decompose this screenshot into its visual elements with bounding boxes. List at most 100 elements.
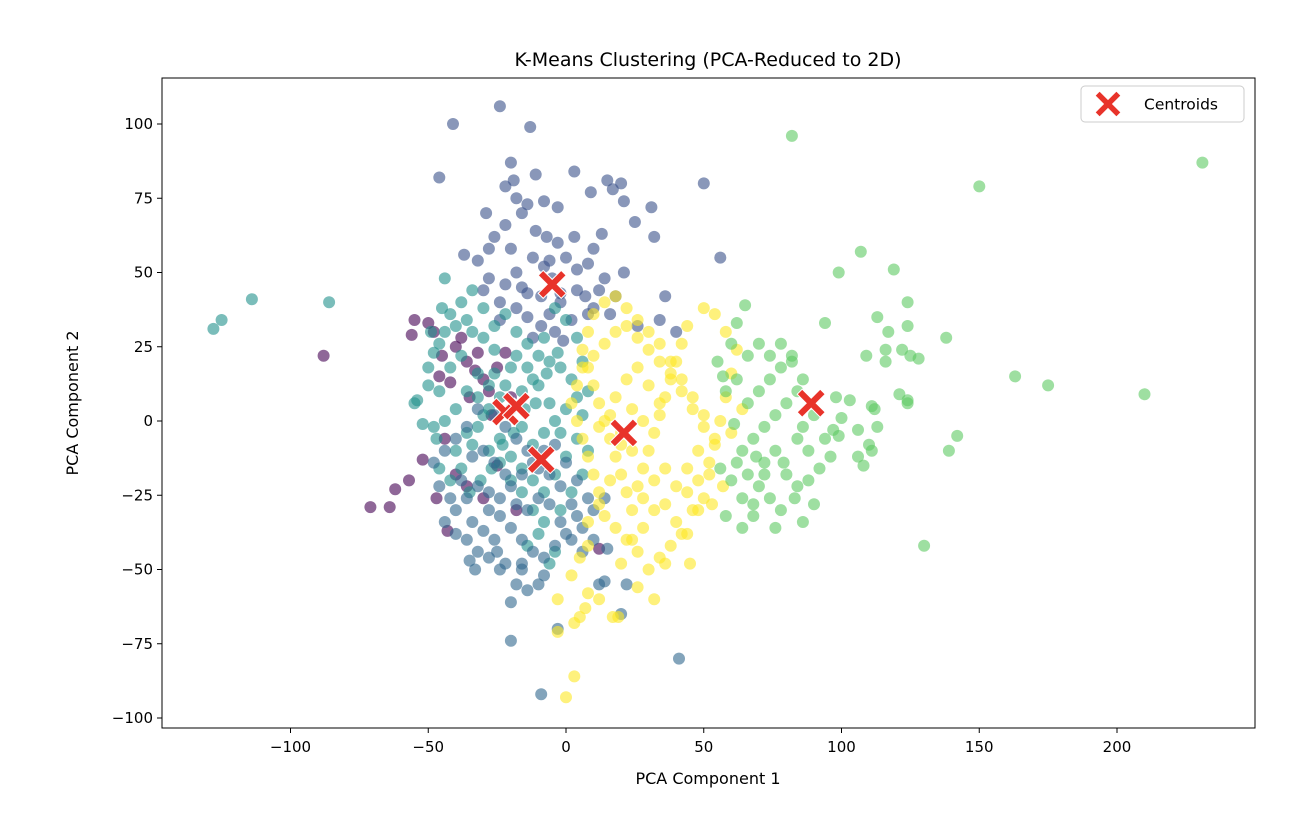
scatter-point-cluster-3 bbox=[736, 492, 749, 505]
scatter-point-cluster-4 bbox=[717, 480, 729, 493]
scatter-point-cluster-5 bbox=[488, 456, 501, 469]
scatter-point-cluster-4 bbox=[675, 337, 688, 350]
scatter-point-cluster-3 bbox=[879, 343, 892, 356]
scatter-point-cluster-1 bbox=[593, 284, 606, 297]
scatter-point-cluster-1 bbox=[515, 207, 528, 220]
scatter-point-cluster-1 bbox=[645, 201, 658, 214]
scatter-point-cluster-4 bbox=[642, 325, 655, 338]
scatter-point-cluster-4 bbox=[692, 474, 705, 487]
scatter-point-cluster-4 bbox=[609, 290, 622, 303]
scatter-point-cluster-2 bbox=[215, 314, 228, 326]
scatter-point-cluster-2 bbox=[477, 302, 490, 315]
scatter-point-cluster-1 bbox=[529, 168, 542, 181]
scatter-point-cluster-2 bbox=[323, 296, 336, 309]
scatter-point-cluster-2 bbox=[460, 314, 473, 326]
scatter-point-cluster-4 bbox=[551, 593, 564, 606]
scatter-point-cluster-2 bbox=[438, 272, 451, 285]
scatter-point-cluster-4 bbox=[648, 474, 661, 487]
scatter-point-cluster-1 bbox=[477, 284, 490, 297]
scatter-point-cluster-1 bbox=[499, 278, 512, 291]
scatter-point-cluster-5 bbox=[538, 569, 550, 582]
scatter-point-cluster-1 bbox=[433, 171, 446, 184]
scatter-point-cluster-4 bbox=[675, 373, 688, 386]
scatter-point-cluster-2 bbox=[425, 325, 437, 338]
scatter-point-cluster-5 bbox=[477, 524, 490, 537]
scatter-point-cluster-2 bbox=[504, 450, 517, 463]
scatter-point-cluster-3 bbox=[940, 331, 953, 344]
scatter-point-cluster-3 bbox=[780, 397, 793, 410]
scatter-point-cluster-4 bbox=[620, 302, 633, 315]
scatter-point-cluster-5 bbox=[515, 557, 528, 570]
scatter-point-cluster-3 bbox=[788, 492, 801, 505]
scatter-point-cluster-3 bbox=[802, 444, 815, 457]
scatter-point-cluster-1 bbox=[615, 177, 628, 190]
scatter-point-cluster-4 bbox=[670, 480, 683, 493]
scatter-point-cluster-4 bbox=[609, 325, 622, 338]
scatter-point-cluster-0 bbox=[593, 542, 606, 555]
scatter-point-cluster-1 bbox=[568, 230, 581, 243]
scatter-point-cluster-2 bbox=[433, 337, 446, 350]
scatter-point-cluster-1 bbox=[529, 224, 542, 237]
scatter-point-cluster-5 bbox=[510, 578, 523, 591]
scatter-point-cluster-2 bbox=[532, 527, 545, 540]
scatter-point-cluster-1 bbox=[538, 260, 550, 273]
scatter-point-cluster-4 bbox=[598, 510, 611, 522]
scatter-point-cluster-4 bbox=[648, 593, 661, 606]
scatter-point-cluster-2 bbox=[521, 337, 534, 350]
scatter-point-cluster-5 bbox=[526, 545, 539, 558]
scatter-point-cluster-1 bbox=[549, 325, 561, 338]
scatter-point-cluster-4 bbox=[582, 539, 594, 552]
scatter-point-cluster-0 bbox=[499, 346, 512, 359]
scatter-point-cluster-3 bbox=[1042, 379, 1055, 392]
scatter-point-cluster-2 bbox=[488, 367, 501, 380]
scatter-point-cluster-5 bbox=[469, 563, 482, 576]
scatter-point-cluster-3 bbox=[774, 504, 787, 517]
scatter-point-cluster-1 bbox=[540, 230, 553, 243]
scatter-point-cluster-3 bbox=[860, 349, 873, 362]
scatter-point-cluster-4 bbox=[565, 569, 578, 582]
scatter-point-cluster-4 bbox=[582, 587, 594, 600]
scatter-point-cluster-5 bbox=[438, 444, 451, 457]
scatter-point-cluster-4 bbox=[587, 349, 600, 362]
scatter-point-cluster-3 bbox=[973, 180, 986, 193]
scatter-point-cluster-4 bbox=[582, 516, 594, 528]
scatter-point-cluster-1 bbox=[617, 195, 630, 208]
scatter-point-cluster-5 bbox=[571, 474, 583, 487]
scatter-point-cluster-4 bbox=[587, 468, 600, 481]
scatter-point-cluster-3 bbox=[747, 498, 760, 511]
scatter-point-cluster-2 bbox=[554, 426, 567, 439]
scatter-point-cluster-4 bbox=[609, 391, 622, 404]
scatter-point-cluster-5 bbox=[471, 480, 484, 493]
scatter-point-cluster-4 bbox=[598, 337, 611, 350]
scatter-point-cluster-1 bbox=[526, 251, 539, 264]
scatter-point-cluster-1 bbox=[628, 216, 641, 228]
y-tick-label: −25 bbox=[121, 486, 153, 504]
scatter-point-cluster-4 bbox=[604, 409, 617, 422]
y-tick-label: −100 bbox=[112, 709, 153, 727]
scatter-point-cluster-3 bbox=[796, 516, 809, 528]
scatter-point-cluster-2 bbox=[526, 474, 539, 487]
scatter-point-cluster-2 bbox=[444, 474, 457, 487]
scatter-point-cluster-0 bbox=[416, 453, 429, 466]
scatter-point-cluster-5 bbox=[449, 527, 462, 540]
scatter-point-cluster-2 bbox=[510, 325, 523, 338]
scatter-point-cluster-3 bbox=[901, 397, 914, 410]
y-tick-label: 75 bbox=[134, 189, 153, 207]
scatter-point-cluster-5 bbox=[601, 542, 614, 555]
y-tick-label: 100 bbox=[124, 115, 153, 133]
scatter-point-cluster-4 bbox=[631, 331, 644, 344]
scatter-point-cluster-3 bbox=[785, 349, 798, 362]
scatter-point-cluster-3 bbox=[758, 420, 771, 433]
scatter-point-cluster-3 bbox=[730, 317, 743, 329]
scatter-point-cluster-4 bbox=[620, 320, 633, 332]
scatter-point-cluster-3 bbox=[728, 418, 741, 430]
scatter-point-cluster-1 bbox=[504, 156, 517, 169]
scatter-point-cluster-4 bbox=[708, 438, 721, 451]
scatter-point-cluster-5 bbox=[477, 444, 490, 457]
scatter-point-cluster-2 bbox=[444, 308, 457, 321]
scatter-point-cluster-0 bbox=[403, 474, 415, 487]
scatter-point-cluster-4 bbox=[609, 450, 622, 463]
scatter-point-cluster-3 bbox=[747, 432, 760, 445]
scatter-point-cluster-1 bbox=[697, 177, 710, 190]
scatter-point-cluster-5 bbox=[491, 545, 504, 558]
